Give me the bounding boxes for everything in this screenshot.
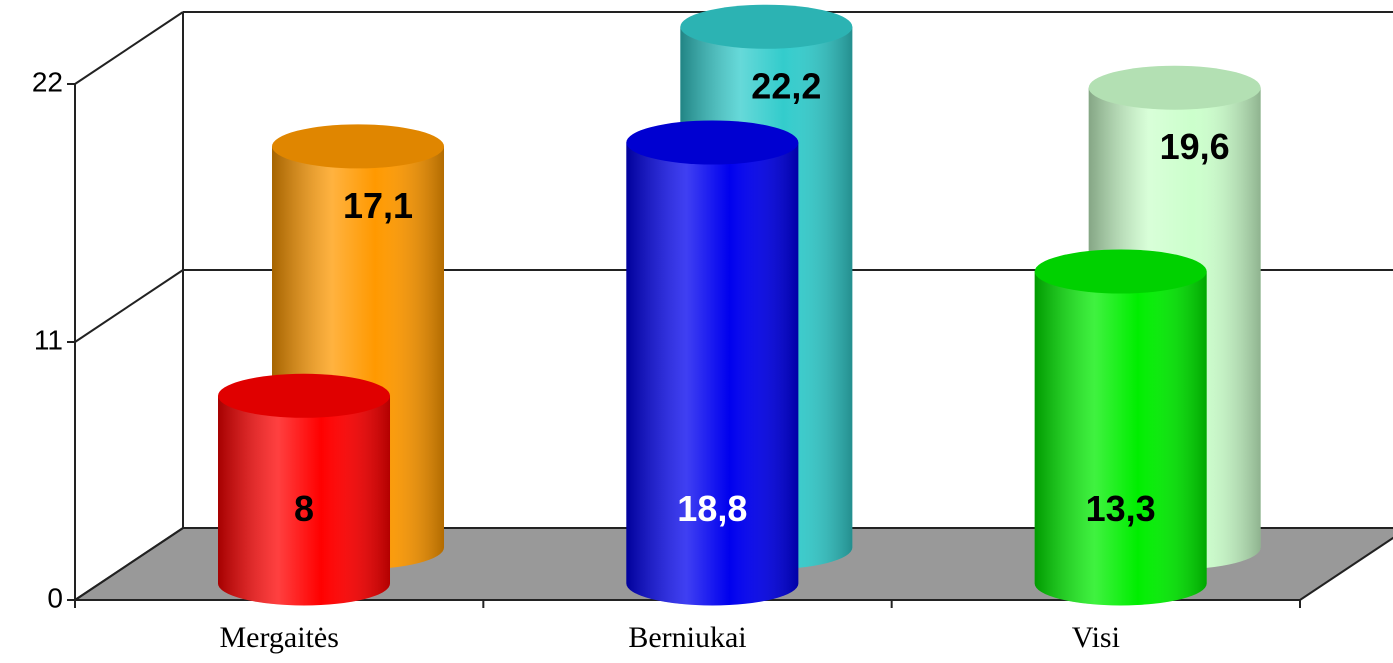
grid-line: [74, 527, 184, 601]
x-tick-label: Berniukai: [628, 621, 746, 654]
y-tick-label: 22: [32, 66, 63, 97]
value-label: 8: [294, 488, 314, 529]
cylinder-top: [1034, 249, 1207, 294]
cylinder-top-shading: [1034, 249, 1207, 294]
value-label: 13,3: [1086, 488, 1156, 529]
value-label: 17,1: [343, 185, 413, 226]
y-tick-label: 0: [47, 582, 63, 613]
cylinder-top: [272, 124, 445, 169]
value-label: 19,6: [1160, 126, 1230, 167]
cylinder-top-shading: [272, 124, 445, 169]
cylinder-shading: [1034, 271, 1207, 606]
y-tick-label: 11: [34, 324, 63, 355]
grid-line: [74, 11, 184, 85]
cylinder-top-shading: [218, 373, 391, 418]
grid-line: [74, 269, 184, 343]
cylinder-top-shading: [680, 4, 853, 49]
cylinder-top: [218, 373, 391, 418]
value-label: 18,8: [677, 488, 747, 529]
cylinder-top-shading: [1088, 65, 1261, 110]
cylinder-top: [1088, 65, 1261, 110]
cylinder-shading: [626, 142, 799, 606]
cylinder-shading: [218, 395, 391, 606]
cylinder-top: [680, 4, 853, 49]
value-label: 22,2: [751, 65, 821, 106]
x-tick-label: Visi: [1072, 621, 1120, 654]
x-tick-label: Mergaitės: [219, 621, 338, 654]
cylinder-top: [626, 120, 799, 165]
cylinder-top-shading: [626, 120, 799, 165]
